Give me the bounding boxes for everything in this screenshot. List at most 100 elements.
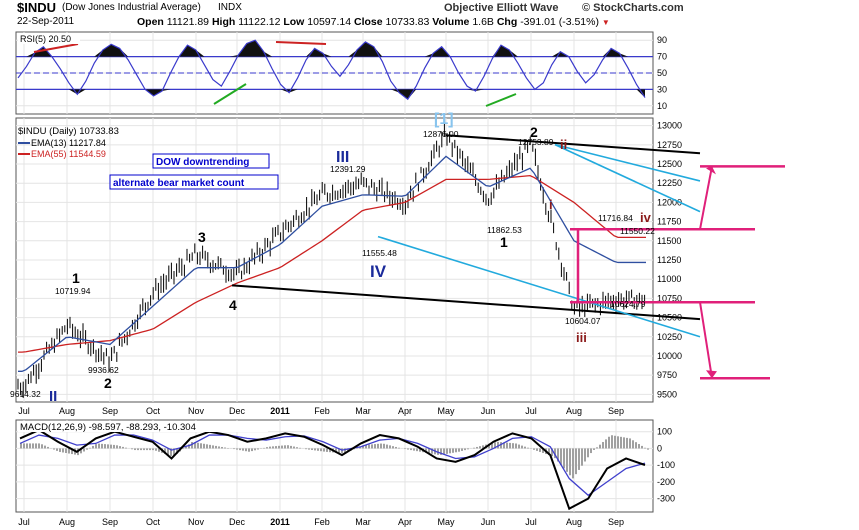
x-tick-label: Nov — [188, 406, 205, 416]
macd-histogram-bar — [338, 448, 340, 453]
macd-histogram-bar — [206, 444, 208, 449]
wave-label: i — [549, 197, 553, 212]
lower-channel-line — [377, 235, 701, 338]
price-annotation: 12753.89 — [518, 137, 554, 147]
macd-histogram-bar — [287, 445, 289, 449]
macd-histogram-bar — [458, 448, 460, 452]
wave-label: 4 — [229, 297, 237, 313]
macd-histogram-bar — [329, 448, 331, 453]
macd-histogram-bar — [404, 448, 406, 450]
macd-histogram-bar — [419, 448, 421, 452]
macd-x-tick-label: May — [437, 517, 455, 527]
rsi-support-line — [485, 93, 517, 107]
macd-histogram-bar — [536, 448, 538, 451]
macd-histogram-bar — [635, 442, 637, 449]
macd-histogram-bar — [62, 448, 64, 453]
wave-label: II — [49, 388, 57, 405]
macd-label-bg — [18, 421, 268, 432]
price-annotation: 9614.32 — [10, 389, 41, 399]
macd-histogram-bar — [296, 447, 298, 449]
x-tick-label: Jul — [18, 406, 30, 416]
macd-histogram-bar — [272, 446, 274, 449]
price-annotation: 11555.48 — [362, 248, 397, 258]
upper-trendline — [445, 134, 701, 155]
wave-label: 2 — [104, 375, 112, 391]
macd-histogram-bar — [104, 444, 106, 449]
macd-histogram-bar — [581, 448, 583, 466]
macd-histogram-bar — [149, 448, 151, 451]
macd-histogram-bar — [131, 448, 133, 450]
macd-histogram-bar — [476, 446, 478, 449]
macd-histogram-bar — [569, 448, 571, 476]
macd-histogram-bar — [311, 448, 313, 451]
macd-ytick-label: 100 — [657, 427, 672, 437]
price-annotation: 10719.94 — [55, 286, 91, 296]
macd-histogram-bar — [194, 442, 196, 449]
macd-histogram-bar — [566, 448, 568, 472]
macd-histogram-bar — [44, 445, 46, 449]
header-name: (Dow Jones Industrial Average) — [62, 2, 201, 13]
macd-histogram-bar — [56, 448, 58, 451]
macd-histogram-bar — [560, 448, 562, 465]
macd-x-tick-label: Jul — [525, 517, 537, 527]
macd-histogram-bar — [212, 445, 214, 449]
low-label: Low — [283, 16, 305, 28]
macd-histogram-bar — [173, 448, 175, 457]
macd-histogram-bar — [428, 448, 430, 454]
macd-histogram-bar — [137, 448, 139, 451]
x-tick-label: Jun — [481, 406, 496, 416]
macd-histogram-bar — [509, 442, 511, 449]
macd-histogram-bar — [374, 444, 376, 449]
macd-histogram-bar — [278, 445, 280, 449]
rsi-divergence-line — [275, 41, 327, 45]
macd-histogram-bar — [23, 443, 25, 449]
alternate-count-text: alternate bear market count — [113, 178, 245, 189]
macd-histogram-bar — [314, 448, 316, 451]
rsi-ytick-label: 70 — [657, 52, 667, 62]
macd-histogram-bar — [146, 448, 148, 451]
macd-ytick-label: -200 — [657, 477, 675, 487]
macd-histogram-bar — [578, 448, 580, 470]
macd-histogram-bar — [233, 448, 235, 450]
rsi-ytick-label: 90 — [657, 35, 667, 45]
wave-label: 3 — [198, 229, 206, 245]
price-annotation: 10624.79 — [610, 299, 646, 309]
macd-histogram-bar — [491, 443, 493, 449]
x-tick-label: Sep — [608, 406, 624, 416]
header-exchange: INDX — [218, 2, 242, 13]
rsi-label-bg — [18, 33, 80, 44]
macd-label: MACD(12,26,9) -98.597, -88.293, -10.304 — [20, 422, 196, 433]
macd-histogram-bar — [125, 447, 127, 449]
macd-histogram-bar — [341, 448, 343, 454]
down-arrow-icon: ▼ — [601, 18, 610, 27]
macd-histogram-bar — [242, 448, 244, 451]
macd-histogram-bar — [170, 448, 172, 457]
price-ytick-label: 12000 — [657, 197, 682, 207]
macd-histogram-bar — [593, 448, 595, 450]
macd-histogram-bar — [254, 448, 256, 451]
macd-histogram-bar — [614, 435, 616, 449]
macd-x-tick-label: Nov — [188, 517, 205, 527]
macd-histogram-bar — [368, 444, 370, 449]
wave-label: III — [336, 149, 349, 166]
x-tick-label: May — [437, 406, 455, 416]
macd-ytick-label: -300 — [657, 494, 675, 504]
macd-histogram-bar — [524, 446, 526, 449]
x-tick-label: Oct — [146, 406, 161, 416]
macd-histogram-bar — [449, 448, 451, 454]
x-tick-label: 2011 — [270, 406, 290, 416]
x-tick-label: Aug — [59, 406, 75, 416]
macd-histogram-bar — [176, 448, 178, 454]
price-ytick-label: 12250 — [657, 178, 682, 188]
macd-histogram-bar — [308, 448, 310, 450]
macd-histogram-bar — [467, 448, 469, 450]
header-source: Objective Elliott Wave — [444, 2, 559, 14]
macd-histogram-bar — [71, 448, 73, 455]
x-tick-label: Aug — [566, 406, 582, 416]
macd-histogram-bar — [512, 443, 514, 449]
macd-histogram-bar — [269, 446, 271, 449]
price-ytick-label: 10750 — [657, 293, 682, 303]
macd-histogram-bar — [596, 447, 598, 449]
macd-histogram-bar — [32, 443, 34, 449]
